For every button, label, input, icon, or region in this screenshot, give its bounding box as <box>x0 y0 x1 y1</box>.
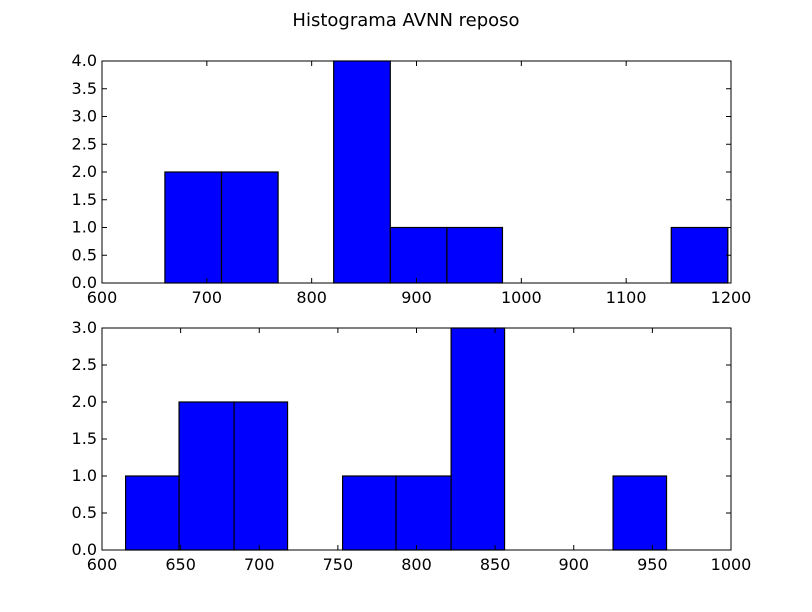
x-tick-label: 1200 <box>711 288 752 307</box>
histogram-bar <box>233 401 289 551</box>
x-tick-label: 600 <box>87 288 118 307</box>
x-tick-label: 600 <box>87 555 118 574</box>
histogram-bar <box>670 226 729 284</box>
x-tick-label: 800 <box>401 555 432 574</box>
figure-title: Histograma AVNN reposo <box>292 10 519 31</box>
histogram-panel-top: 600 700 800 900 1000 1100 1200 0.0 0.5 1.0 1.5 2.0 2… <box>72 51 752 307</box>
y-tick-label: 2.5 <box>72 134 97 153</box>
y-tick-label: 1.0 <box>72 218 97 237</box>
y-tick-label: 1.5 <box>72 429 97 448</box>
histogram-bar <box>164 171 223 284</box>
y-tick-label: 0.5 <box>72 503 97 522</box>
y-tick-label: 0.5 <box>72 245 97 264</box>
y-tick-label: 3.0 <box>72 107 97 126</box>
x-tick-label: 750 <box>323 555 354 574</box>
histogram-bar <box>450 327 506 551</box>
y-tick-label: 2.0 <box>72 162 97 181</box>
y-tick-label: 3.5 <box>72 79 97 98</box>
histogram-bar <box>389 226 448 284</box>
histogram-panel-bottom: 600 650 700 750 800 850 900 950 1000 0.0 0.5 1.0 1.5… <box>72 318 752 574</box>
y-tick-label: 1.0 <box>72 466 97 485</box>
x-tick-label: 700 <box>244 555 275 574</box>
x-tick-label: 950 <box>637 555 668 574</box>
histogram-bar <box>333 60 391 284</box>
y-tick-label: 0.0 <box>72 273 97 292</box>
x-tick-label: 900 <box>401 288 432 307</box>
y-tick-label: 1.5 <box>72 190 97 209</box>
x-tick-label: 1100 <box>606 288 647 307</box>
histogram-bar <box>124 475 180 551</box>
y-tick-label: 0.0 <box>72 540 97 559</box>
x-tick-label: 900 <box>558 555 589 574</box>
histogram-bar <box>178 401 235 551</box>
x-tick-label: 800 <box>296 288 327 307</box>
x-tick-label: 700 <box>192 288 223 307</box>
y-tick-label: 3.0 <box>72 318 97 337</box>
x-tick-label: 850 <box>480 555 511 574</box>
x-tick-label: 650 <box>165 555 196 574</box>
y-tick-label: 4.0 <box>72 51 97 70</box>
histogram-bar <box>220 171 279 284</box>
histogram-bar <box>446 226 504 284</box>
histogram-bar <box>341 475 397 551</box>
y-tick-label: 2.5 <box>72 355 97 374</box>
histogram-bar <box>612 475 668 551</box>
x-tick-label: 1000 <box>501 288 542 307</box>
x-tick-label: 1000 <box>711 555 752 574</box>
y-tick-label: 2.0 <box>72 392 97 411</box>
histogram-bar <box>395 475 452 551</box>
